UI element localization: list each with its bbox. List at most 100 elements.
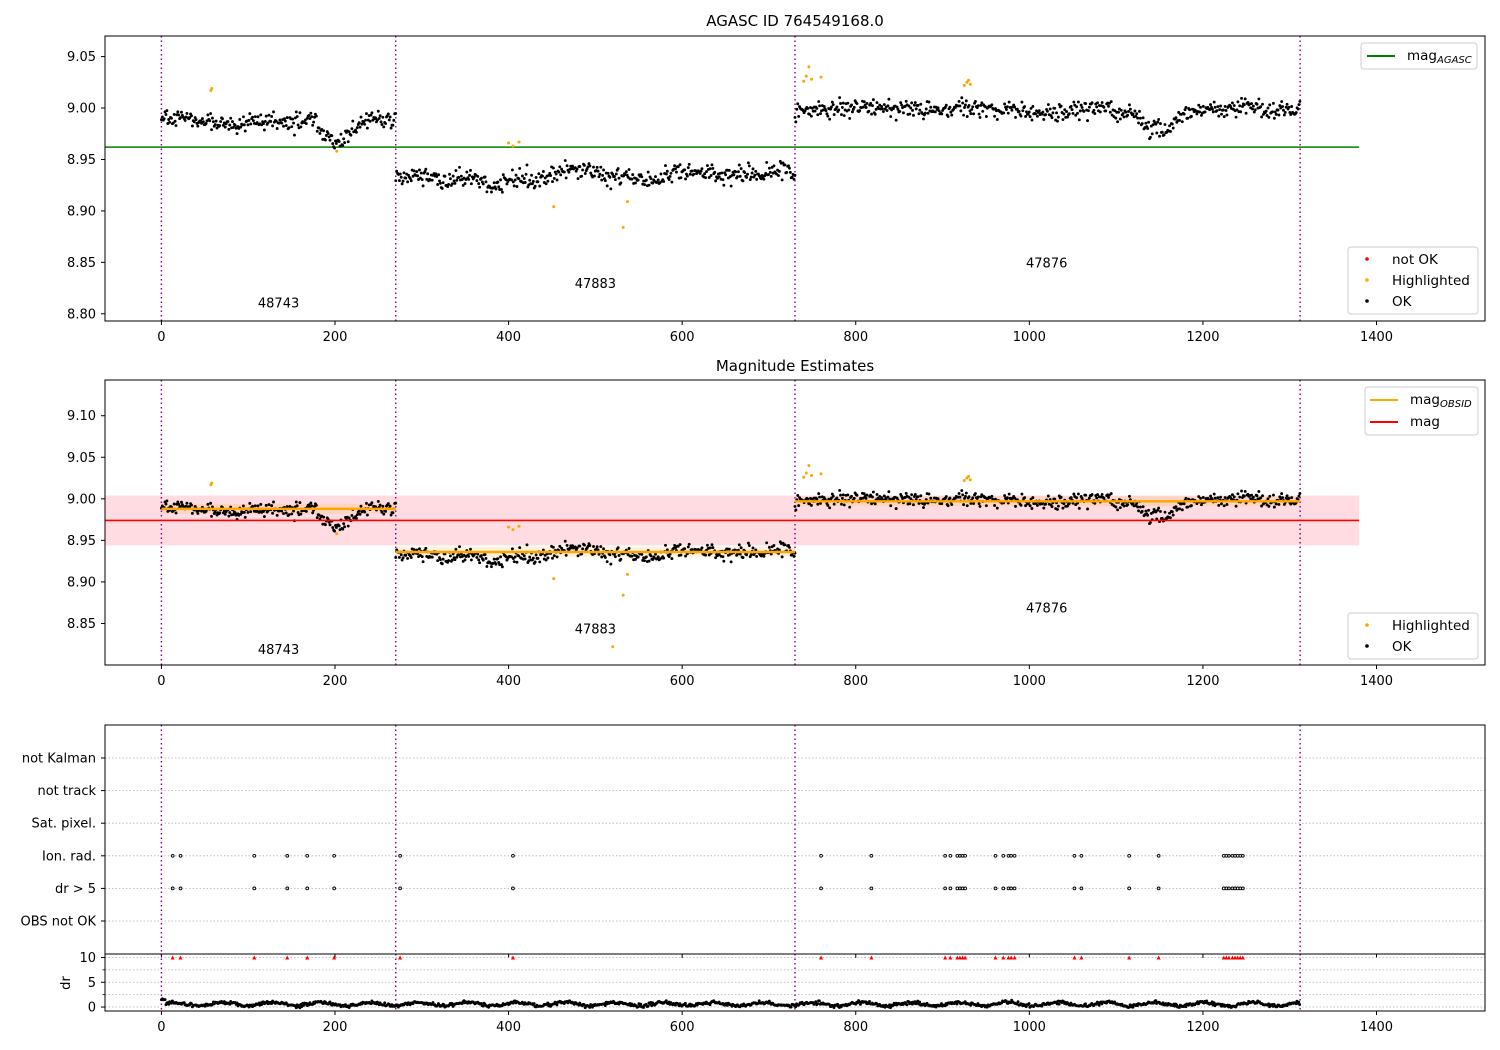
ok-point: [1189, 114, 1193, 118]
ok-point: [1069, 104, 1073, 108]
ok-point: [1203, 110, 1207, 114]
ok-point: [922, 506, 925, 510]
ok-point: [376, 499, 380, 503]
ok-point: [837, 108, 841, 112]
ok-point: [838, 488, 842, 492]
highlighted-point: [552, 577, 556, 581]
ok-point: [841, 493, 845, 497]
ok-point: [1069, 496, 1073, 499]
ok-point: [1134, 114, 1138, 118]
ok-point: [172, 112, 176, 116]
ok-point: [463, 558, 467, 562]
ok-point: [406, 180, 410, 184]
flag-point: [305, 886, 310, 891]
ok-point: [465, 170, 469, 174]
ok-point: [1061, 118, 1065, 121]
ok-point: [364, 118, 368, 122]
flag-point: [398, 853, 402, 858]
ok-point: [636, 178, 640, 182]
ok-point: [275, 513, 279, 517]
dr-clipped-marker: [305, 955, 310, 960]
ok-point: [223, 512, 227, 516]
ok-point: [310, 504, 314, 508]
ok-point: [1271, 101, 1275, 105]
ok-point: [1255, 494, 1259, 498]
dr-point: [757, 999, 761, 1003]
ok-point: [808, 112, 812, 116]
x-tick-label: 600: [670, 674, 695, 689]
x-tick-label: 600: [670, 1020, 695, 1035]
ok-point: [717, 553, 721, 556]
ok-point: [1010, 108, 1014, 112]
ok-point: [438, 179, 441, 183]
ok-point: [188, 116, 192, 120]
ok-point: [190, 114, 193, 118]
ok-point: [347, 130, 351, 134]
ok-point: [291, 117, 295, 121]
ok-point: [552, 176, 556, 180]
ok-point: [979, 103, 983, 107]
ok-point: [969, 112, 973, 116]
ok-point: [251, 504, 254, 508]
legend-label-not-ok: not OK: [1392, 252, 1439, 268]
ok-point: [788, 170, 792, 174]
ok-point: [1114, 505, 1118, 509]
ok-point: [555, 555, 559, 559]
ok-point: [522, 177, 526, 180]
ok-point: [900, 103, 904, 107]
x-tick-label: 800: [843, 674, 868, 689]
ok-point: [831, 494, 835, 498]
ok-point: [832, 502, 836, 506]
ok-point: [185, 501, 189, 505]
ok-point: [290, 125, 294, 129]
ok-point: [846, 493, 850, 497]
panel-dr: 0 200 400 600 800 1000 1200 1400 0 5 10 dr: [59, 951, 1486, 1035]
ok-point: [993, 114, 997, 118]
ok-point: [1126, 503, 1130, 507]
ok-point: [1212, 100, 1216, 104]
ok-point: [448, 177, 452, 181]
ok-point: [727, 547, 731, 551]
ok-point: [608, 175, 612, 179]
ok-point: [787, 545, 791, 549]
legend-point-status: not OK Highlighted OK: [1347, 246, 1479, 315]
ok-point: [978, 115, 982, 119]
dr-point: [1177, 1005, 1181, 1009]
ok-point: [350, 514, 354, 517]
dr-clipped-marker: [943, 955, 948, 960]
ok-point: [341, 527, 345, 531]
ok-point: [1162, 133, 1166, 137]
flag-point: [819, 853, 823, 858]
ok-point: [1019, 503, 1023, 507]
ok-point: [964, 491, 968, 495]
dr-clipped-marker: [955, 955, 960, 960]
ok-point: [633, 557, 637, 561]
ok-point: [1050, 505, 1054, 509]
ok-point: [662, 556, 666, 560]
dr-point: [868, 999, 871, 1003]
ok-point: [1092, 108, 1096, 112]
ok-point: [1213, 105, 1217, 109]
ok-point: [873, 502, 877, 506]
ok-point: [386, 112, 390, 116]
ok-point: [767, 545, 771, 549]
ok-point: [1213, 496, 1217, 500]
legend-label-highlighted: Highlighted: [1392, 273, 1470, 289]
ok-point: [467, 177, 471, 181]
ok-point: [270, 504, 274, 508]
ok-point: [376, 109, 380, 113]
ok-point: [174, 124, 178, 127]
highlighted-point: [819, 472, 823, 476]
ok-point: [1035, 109, 1038, 113]
ok-point: [421, 184, 425, 188]
flag-point: [1156, 853, 1161, 858]
ok-point: [1274, 502, 1278, 506]
ok-point: [417, 547, 421, 551]
ok-point: [826, 503, 830, 507]
ok-point: [355, 513, 359, 517]
ok-point: [907, 104, 911, 108]
dr-point: [603, 1004, 607, 1007]
ok-point: [736, 170, 740, 174]
ok-point: [948, 496, 952, 500]
ok-point: [262, 128, 266, 132]
